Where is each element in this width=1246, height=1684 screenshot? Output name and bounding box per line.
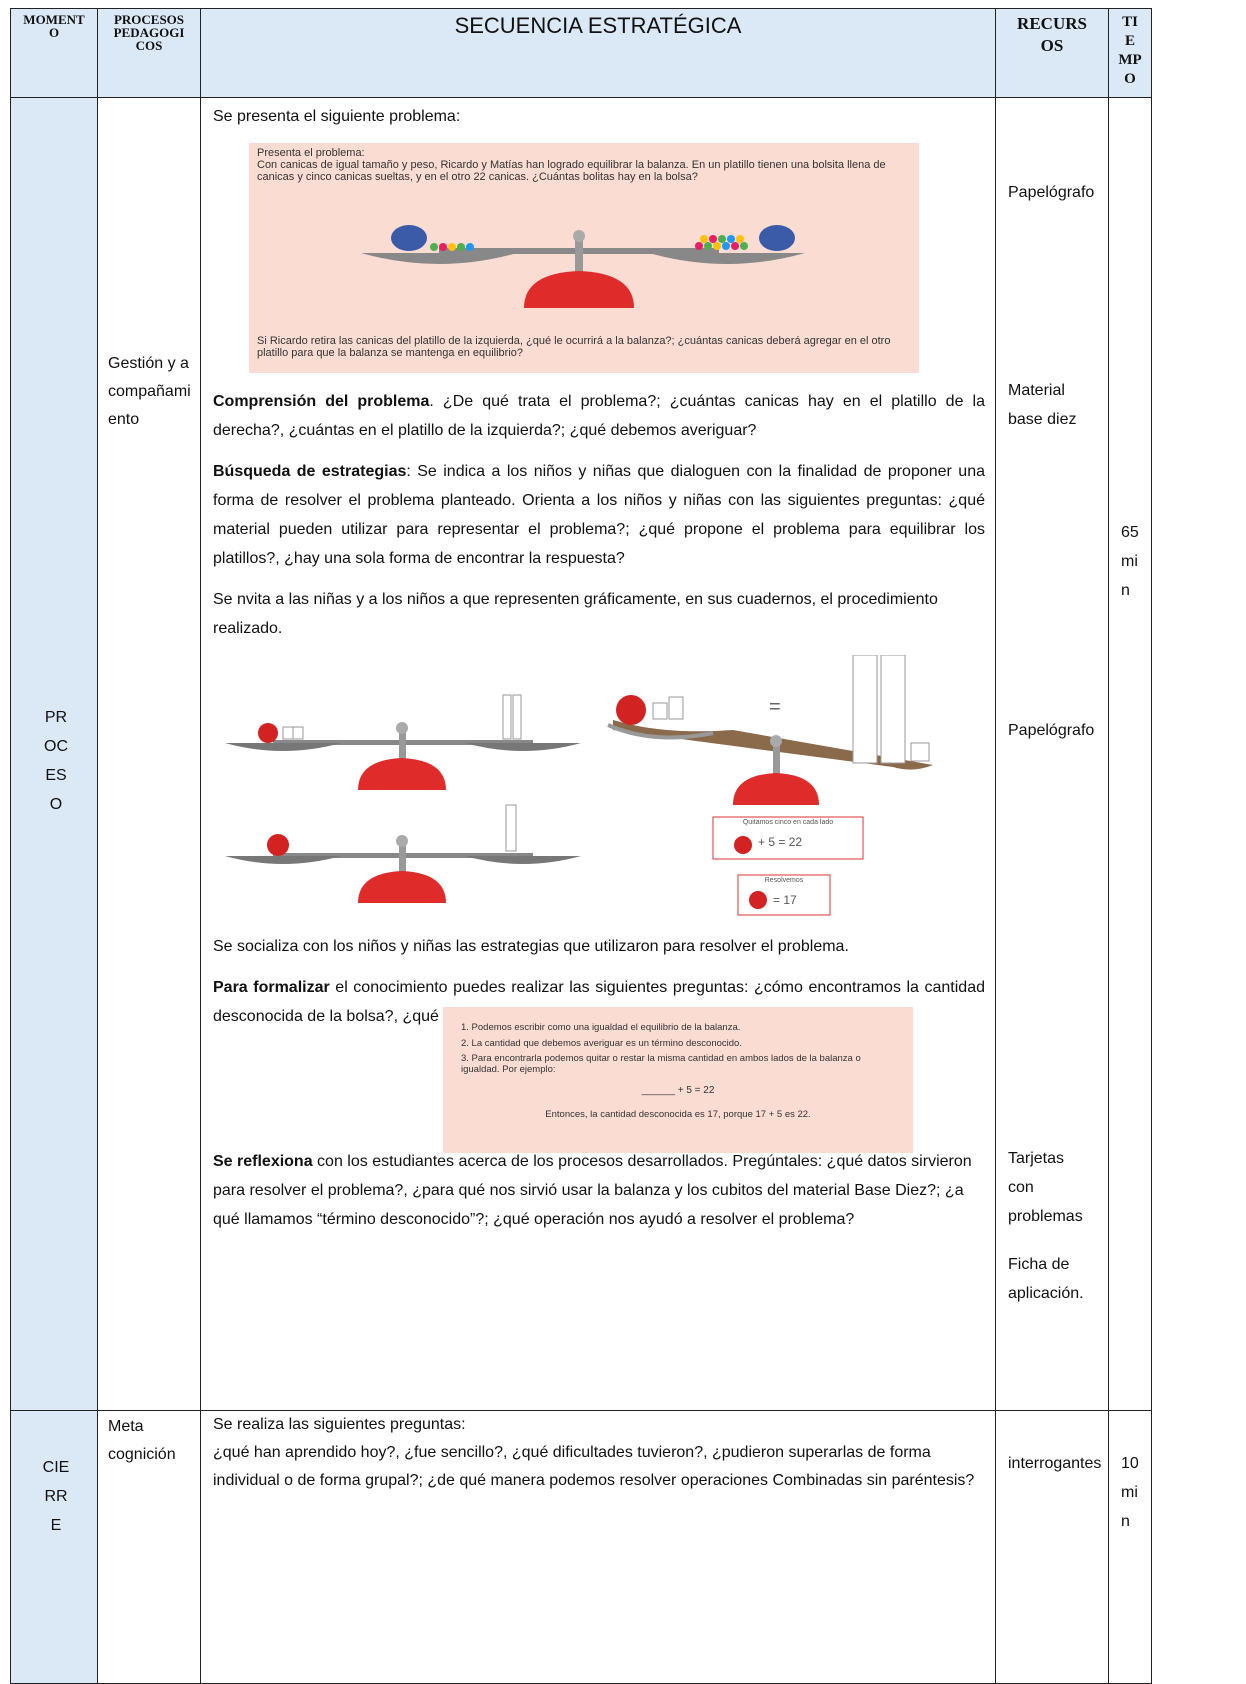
proceso-cell: Gestión y acompañamiento bbox=[97, 97, 201, 1411]
momento-cell: CIERRE bbox=[10, 1410, 98, 1684]
problem-figure: Presenta el problema: Con canicas de igu… bbox=[249, 143, 919, 373]
header-recursos: RECURSOS bbox=[995, 8, 1109, 98]
bold-lead: Para formalizar bbox=[213, 979, 330, 996]
card-title: Quitamos cinco en cada lado bbox=[742, 819, 834, 826]
momento: CIERRE bbox=[42, 1459, 70, 1534]
strategy-figure: = Quitamos cinco en cada lado + 5 = 22 R… bbox=[213, 654, 985, 920]
equals-sign: = bbox=[769, 696, 781, 718]
recurso: Material base diez bbox=[1008, 382, 1077, 428]
tiempo-cell: 65 min bbox=[1108, 97, 1152, 1411]
tiempo: 10 min bbox=[1121, 1455, 1139, 1530]
recurso: Ficha de aplicación. bbox=[1008, 1256, 1084, 1302]
bold-lead: Se reflexiona bbox=[213, 1153, 313, 1170]
paragraph: Comprensión del problema. ¿De qué trata … bbox=[213, 387, 985, 445]
momento-cell: PROCESO bbox=[10, 97, 98, 1411]
summary-figure: 1. Podemos escribir como una igualdad el… bbox=[443, 1007, 913, 1153]
paragraph: Búsqueda de estrategias: Se indica a los… bbox=[213, 457, 985, 573]
recursos-cell: interrogantes bbox=[995, 1410, 1109, 1684]
card-equation: + 5 = 22 bbox=[758, 835, 803, 849]
card-equation: = 17 bbox=[773, 893, 797, 907]
text: : Se indica a los niños y niñas que dial… bbox=[213, 463, 985, 567]
bold-lead: Comprensión del problema bbox=[213, 393, 430, 410]
momento: PROCESO bbox=[44, 709, 68, 813]
recurso: Papelógrafo bbox=[1008, 722, 1095, 739]
text: con los estudiantes acerca de los proces… bbox=[213, 1153, 972, 1228]
summary-equation: ______ + 5 = 22 bbox=[641, 1085, 715, 1096]
header-tiempo: TIEMPO bbox=[1108, 8, 1152, 98]
paragraph: Se reflexiona con los estudiantes acerca… bbox=[213, 1147, 985, 1234]
recurso: interrogantes bbox=[1008, 1455, 1102, 1472]
paragraph: Se presenta el siguiente problema: bbox=[213, 108, 461, 125]
summary-item: 2. La cantidad que debemos averiguar es … bbox=[461, 1038, 742, 1049]
figure-question: Si Ricardo retira las canicas del platil… bbox=[257, 335, 891, 359]
header-procesos: PROCESOS PEDAGOGICOS bbox=[97, 8, 201, 98]
figure-text: Con canicas de igual tamaño y peso, Rica… bbox=[257, 159, 886, 183]
header-momento: MOMENTO bbox=[10, 8, 98, 98]
header-secuencia: SECUENCIA ESTRATÉGICA bbox=[200, 8, 996, 98]
proceso: Gestión y acompañamiento bbox=[108, 355, 191, 428]
secuencia-cell: Se realiza las siguientes preguntas: ¿qu… bbox=[200, 1410, 996, 1684]
recursos-cell: Papelógrafo Material base diez Papelógra… bbox=[995, 97, 1109, 1411]
proceso: Meta cognición bbox=[108, 1418, 176, 1463]
balance-illustration bbox=[361, 225, 805, 308]
recurso: Tarjetas con problemas bbox=[1008, 1150, 1083, 1225]
recurso: Papelógrafo bbox=[1008, 184, 1095, 201]
tiempo-cell: 10 min bbox=[1108, 1410, 1152, 1684]
summary-item: 1. Podemos escribir como una igualdad el… bbox=[461, 1022, 741, 1033]
paragraph: Se nvita a las niñas y a los niños a que… bbox=[213, 591, 938, 637]
bold-lead: Búsqueda de estrategias bbox=[213, 463, 407, 480]
summary-conclusion: Entonces, la cantidad desconocida es 17,… bbox=[545, 1109, 811, 1120]
paragraph: Se socializa con los niños y niñas las e… bbox=[213, 938, 849, 955]
figure-heading: Presenta el problema: bbox=[257, 147, 365, 159]
summary-item: 3. Para encontrarla podemos quitar o res… bbox=[461, 1053, 861, 1075]
paragraph: ¿qué han aprendido hoy?, ¿fue sencillo?,… bbox=[213, 1444, 975, 1489]
secuencia-cell: Se presenta el siguiente problema: Prese… bbox=[200, 97, 996, 1411]
text: . ¿De qué trata el problema?; ¿cuántas c… bbox=[213, 393, 986, 439]
tiempo: 65 min bbox=[1121, 524, 1139, 599]
paragraph: Se realiza las siguientes preguntas: bbox=[213, 1416, 466, 1433]
card-title: Resolvemos bbox=[764, 877, 804, 884]
proceso-cell: Meta cognición bbox=[97, 1410, 201, 1684]
balances-illustration bbox=[225, 654, 933, 916]
